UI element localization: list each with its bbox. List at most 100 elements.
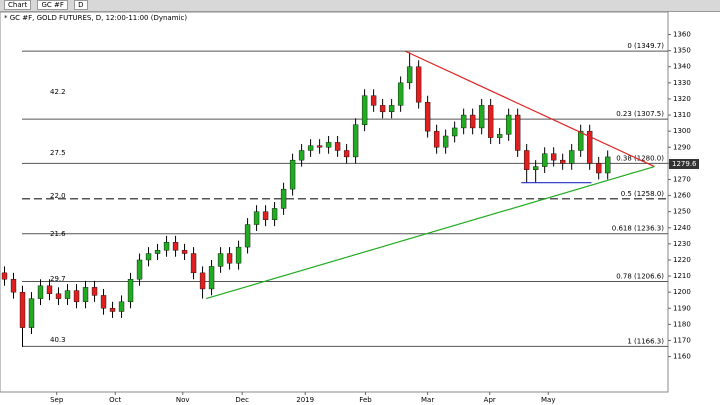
candle-body	[298, 150, 305, 161]
candle-body	[208, 266, 215, 290]
candle-body	[217, 253, 224, 267]
candle-body	[37, 285, 44, 299]
x-tick-label: Oct	[109, 396, 121, 404]
candle-body	[496, 134, 503, 138]
trendline	[205, 166, 655, 300]
fib-label: 0.38 (1280.0)	[616, 154, 664, 162]
candle-body	[424, 101, 431, 132]
candle-body	[568, 150, 575, 164]
candle-body	[226, 253, 233, 264]
y-tick-label: 1310	[673, 111, 691, 119]
y-tick-label: 1240	[673, 224, 691, 232]
chart-title: * GC #F, GOLD FUTURES, D, 12:00-11:00 (D…	[4, 14, 187, 22]
y-tick-label: 1270	[673, 175, 691, 183]
candle-body	[577, 130, 584, 151]
y-tick-label: 1190	[673, 304, 691, 312]
candle-body	[190, 253, 197, 274]
y-tick-label: 1230	[673, 240, 691, 248]
trendline	[404, 50, 655, 168]
candle-body	[343, 150, 350, 158]
x-tick-label: 2019	[296, 396, 314, 404]
candle-body	[334, 142, 341, 151]
candle-body	[550, 153, 557, 161]
y-tick-label: 1170	[673, 336, 691, 344]
y-tick-label: 1220	[673, 256, 691, 264]
x-tick-label: Nov	[176, 396, 190, 404]
y-tick-label: 1180	[673, 320, 691, 328]
candle-body	[100, 295, 107, 309]
last-price-label: 1279.6	[672, 160, 697, 168]
candle-body	[532, 166, 539, 170]
candle-body	[541, 153, 548, 167]
candle-body	[469, 114, 476, 129]
candle-body	[451, 127, 458, 137]
candle-body	[271, 208, 278, 220]
y-tick-label: 1350	[673, 47, 691, 55]
last-price-box	[669, 159, 699, 169]
candle-body	[244, 224, 251, 248]
y-tick-label: 1260	[673, 192, 691, 200]
candle-body	[280, 188, 287, 209]
fib-label: 0 (1349.7)	[627, 42, 664, 50]
candle-body	[370, 95, 377, 106]
candle-body	[596, 163, 602, 174]
candle-body	[1, 272, 8, 280]
candle-body	[559, 159, 566, 164]
indicator-label: 27.5	[50, 149, 66, 157]
candle-body	[127, 279, 134, 303]
indicator-label: 40.3	[50, 336, 66, 344]
candle-body	[154, 250, 161, 254]
fib-label: 0.23 (1307.5)	[616, 110, 664, 118]
candle-body	[361, 95, 368, 125]
x-tick-label: May	[541, 396, 555, 404]
x-tick-label: Sep	[50, 396, 64, 404]
plot-frame	[0, 12, 669, 393]
candle-body	[460, 114, 467, 129]
y-tick-label: 1160	[673, 353, 691, 361]
candle-body	[199, 272, 206, 290]
candle-body	[316, 145, 323, 148]
candle-body	[433, 130, 440, 148]
candle-body	[181, 250, 188, 254]
candle-body	[172, 242, 179, 251]
indicator-label: 42.2	[50, 88, 66, 96]
candle-body	[587, 130, 593, 164]
candle-body	[523, 150, 530, 170]
indicator-label: 29.7	[50, 275, 66, 283]
candle-body	[514, 114, 521, 151]
x-tick-label: Mar	[421, 396, 434, 404]
y-tick-label: 1210	[673, 272, 691, 280]
candle-body	[82, 287, 89, 303]
x-tick-label: Apr	[484, 396, 496, 404]
y-tick-label: 1290	[673, 143, 691, 151]
candle-body	[109, 308, 116, 312]
candle-body	[235, 246, 242, 264]
candle-body	[46, 285, 53, 294]
candle-body	[91, 287, 98, 296]
fib-label: 1 (1166.3)	[627, 337, 664, 345]
y-tick-label: 1330	[673, 79, 691, 87]
candle-body	[505, 114, 512, 135]
candle-body	[397, 82, 404, 106]
candle-body	[145, 253, 152, 261]
candle-body	[73, 290, 80, 303]
candle-body	[388, 105, 395, 113]
candle-body	[118, 301, 125, 312]
candle-body	[289, 159, 296, 190]
y-tick-label: 1300	[673, 127, 691, 135]
candle-body	[352, 124, 359, 158]
candle-body	[163, 242, 170, 251]
period-box[interactable]: D	[74, 0, 88, 10]
candle-body	[28, 298, 35, 328]
toolbar: Chart GC #F D	[0, 0, 720, 12]
y-tick-label: 1360	[673, 31, 691, 39]
symbol-box[interactable]: GC #F	[37, 0, 68, 10]
fib-label: 0.78 (1206.6)	[616, 273, 664, 281]
candle-body	[262, 211, 269, 220]
fib-label: 0.618 (1236.3)	[612, 225, 664, 233]
candle-body	[478, 105, 485, 129]
x-tick-label: Dec	[235, 396, 249, 404]
candle-body	[307, 145, 314, 151]
candle-body	[19, 291, 26, 328]
